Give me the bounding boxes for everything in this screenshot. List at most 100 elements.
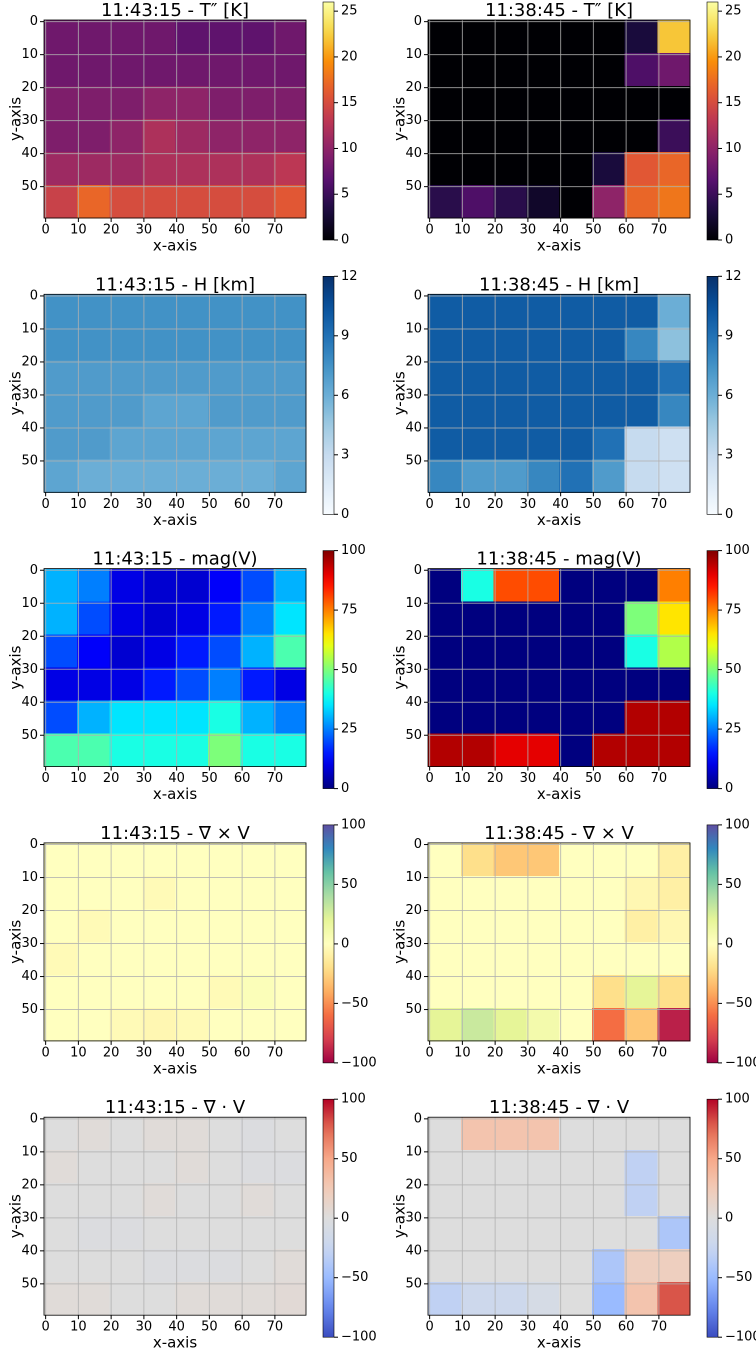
heatmap-cell — [207, 700, 241, 735]
heatmap-cell — [428, 1282, 462, 1316]
heatmap-cell — [591, 1249, 625, 1283]
y-tick-label: 20 — [21, 903, 38, 918]
heatmap-cell — [657, 426, 691, 460]
heatmap-cell — [657, 941, 691, 976]
heatmap-cell — [109, 700, 143, 735]
heatmap-cell — [44, 568, 78, 603]
heatmap-cell — [559, 1249, 593, 1283]
y-tick-label: 40 — [21, 146, 38, 161]
heatmap-cell — [207, 842, 241, 877]
heatmap-cell — [273, 667, 307, 702]
heatmap-cell — [526, 20, 560, 54]
heatmap-cell — [591, 86, 625, 120]
heatmap-cell — [44, 327, 78, 361]
heatmap-cell — [273, 941, 307, 976]
heatmap-cell — [559, 908, 593, 943]
heatmap-cell — [657, 1117, 691, 1151]
heatmap-cell — [44, 601, 78, 636]
y-tick-label: 0 — [30, 288, 38, 303]
heatmap-cell — [493, 1150, 527, 1184]
y-tick-label: 40 — [21, 1243, 38, 1258]
heatmap-cell — [493, 86, 527, 120]
heatmap-cell — [591, 875, 625, 910]
heatmap-cell — [493, 1282, 527, 1316]
heatmap-cell — [142, 601, 176, 636]
heatmap-cell — [657, 327, 691, 361]
heatmap-cell — [591, 1117, 625, 1151]
heatmap-cell — [460, 733, 494, 768]
x-tick-label: 10 — [454, 1320, 471, 1335]
x-tick-label: 30 — [520, 497, 537, 512]
heatmap-cell — [175, 1249, 209, 1283]
heatmap-cell — [273, 1216, 307, 1250]
heatmap-cell — [142, 568, 176, 603]
heatmap-cell — [428, 393, 462, 427]
colorbar-tick-label: 9 — [725, 328, 733, 343]
heatmap-cell — [273, 152, 307, 186]
heatmap-cell — [559, 360, 593, 394]
heatmap-cell — [142, 53, 176, 87]
heatmap-cell — [273, 974, 307, 1009]
heatmap-cell — [428, 568, 462, 603]
heatmap-cell — [175, 601, 209, 636]
heatmap-cell — [240, 1282, 274, 1316]
heatmap-cell — [76, 568, 110, 603]
heatmap-cell — [428, 1150, 462, 1184]
heatmap-cell — [240, 119, 274, 153]
colorbar-tick-label: 50 — [341, 662, 358, 677]
heatmap-cell — [207, 875, 241, 910]
colorbar-tick-label: 15 — [725, 95, 742, 110]
y-tick-label: 40 — [405, 1243, 422, 1258]
y-tick-label: 50 — [21, 179, 38, 194]
heatmap-cell — [76, 601, 110, 636]
heatmap-cell — [460, 875, 494, 910]
heatmap-cell — [175, 426, 209, 460]
plot-frame — [427, 293, 691, 493]
heatmap-cell — [526, 601, 560, 636]
heatmap-cell — [493, 733, 527, 768]
heatmap-cell — [109, 1183, 143, 1217]
heatmap-cell — [240, 634, 274, 669]
heatmap-cell — [142, 1249, 176, 1283]
heatmap-cell — [657, 634, 691, 669]
colorbar-tick-label: 15 — [341, 95, 358, 110]
heatmap-cell — [273, 86, 307, 120]
colorbar-tick-label: −100 — [725, 1330, 756, 1345]
heatmap-cell — [76, 53, 110, 87]
heatmap-cell — [493, 1249, 527, 1283]
x-tick-label: 60 — [234, 1320, 251, 1335]
heatmap-cell — [44, 86, 78, 120]
heatmap-cell — [460, 1216, 494, 1250]
y-axis-label: y-axis — [7, 371, 25, 415]
y-tick-label: 30 — [21, 662, 38, 677]
heatmap-cell — [657, 294, 691, 328]
colorbar-tick-label: 12 — [341, 269, 358, 284]
heatmap-cell — [240, 700, 274, 735]
x-axis-label: x-axis — [153, 1059, 198, 1077]
heatmap-cell — [109, 459, 143, 493]
y-tick-label: 30 — [405, 387, 422, 402]
colorbar-tick-label: 75 — [341, 603, 358, 618]
heatmap-cell — [657, 1249, 691, 1283]
heatmap-cell — [460, 1150, 494, 1184]
heatmap-cell — [526, 426, 560, 460]
heatmap-cell — [273, 634, 307, 669]
plot-frame — [43, 19, 307, 219]
y-tick-label: 20 — [405, 629, 422, 644]
heatmap-cell — [460, 1249, 494, 1283]
heatmap-cell — [273, 1282, 307, 1316]
y-tick-label: 40 — [405, 695, 422, 710]
heatmap-cell — [591, 908, 625, 943]
heatmap-cell — [657, 1183, 691, 1217]
x-tick-label: 50 — [201, 1320, 218, 1335]
heatmap-cell — [460, 294, 494, 328]
heatmap-cell — [44, 1150, 78, 1184]
heatmap-cell — [591, 185, 625, 219]
heatmap-cell — [657, 1150, 691, 1184]
heatmap-cell — [109, 360, 143, 394]
y-tick-label: 50 — [405, 1276, 422, 1291]
heatmap-cell — [175, 1007, 209, 1042]
x-tick-label: 20 — [103, 1320, 120, 1335]
